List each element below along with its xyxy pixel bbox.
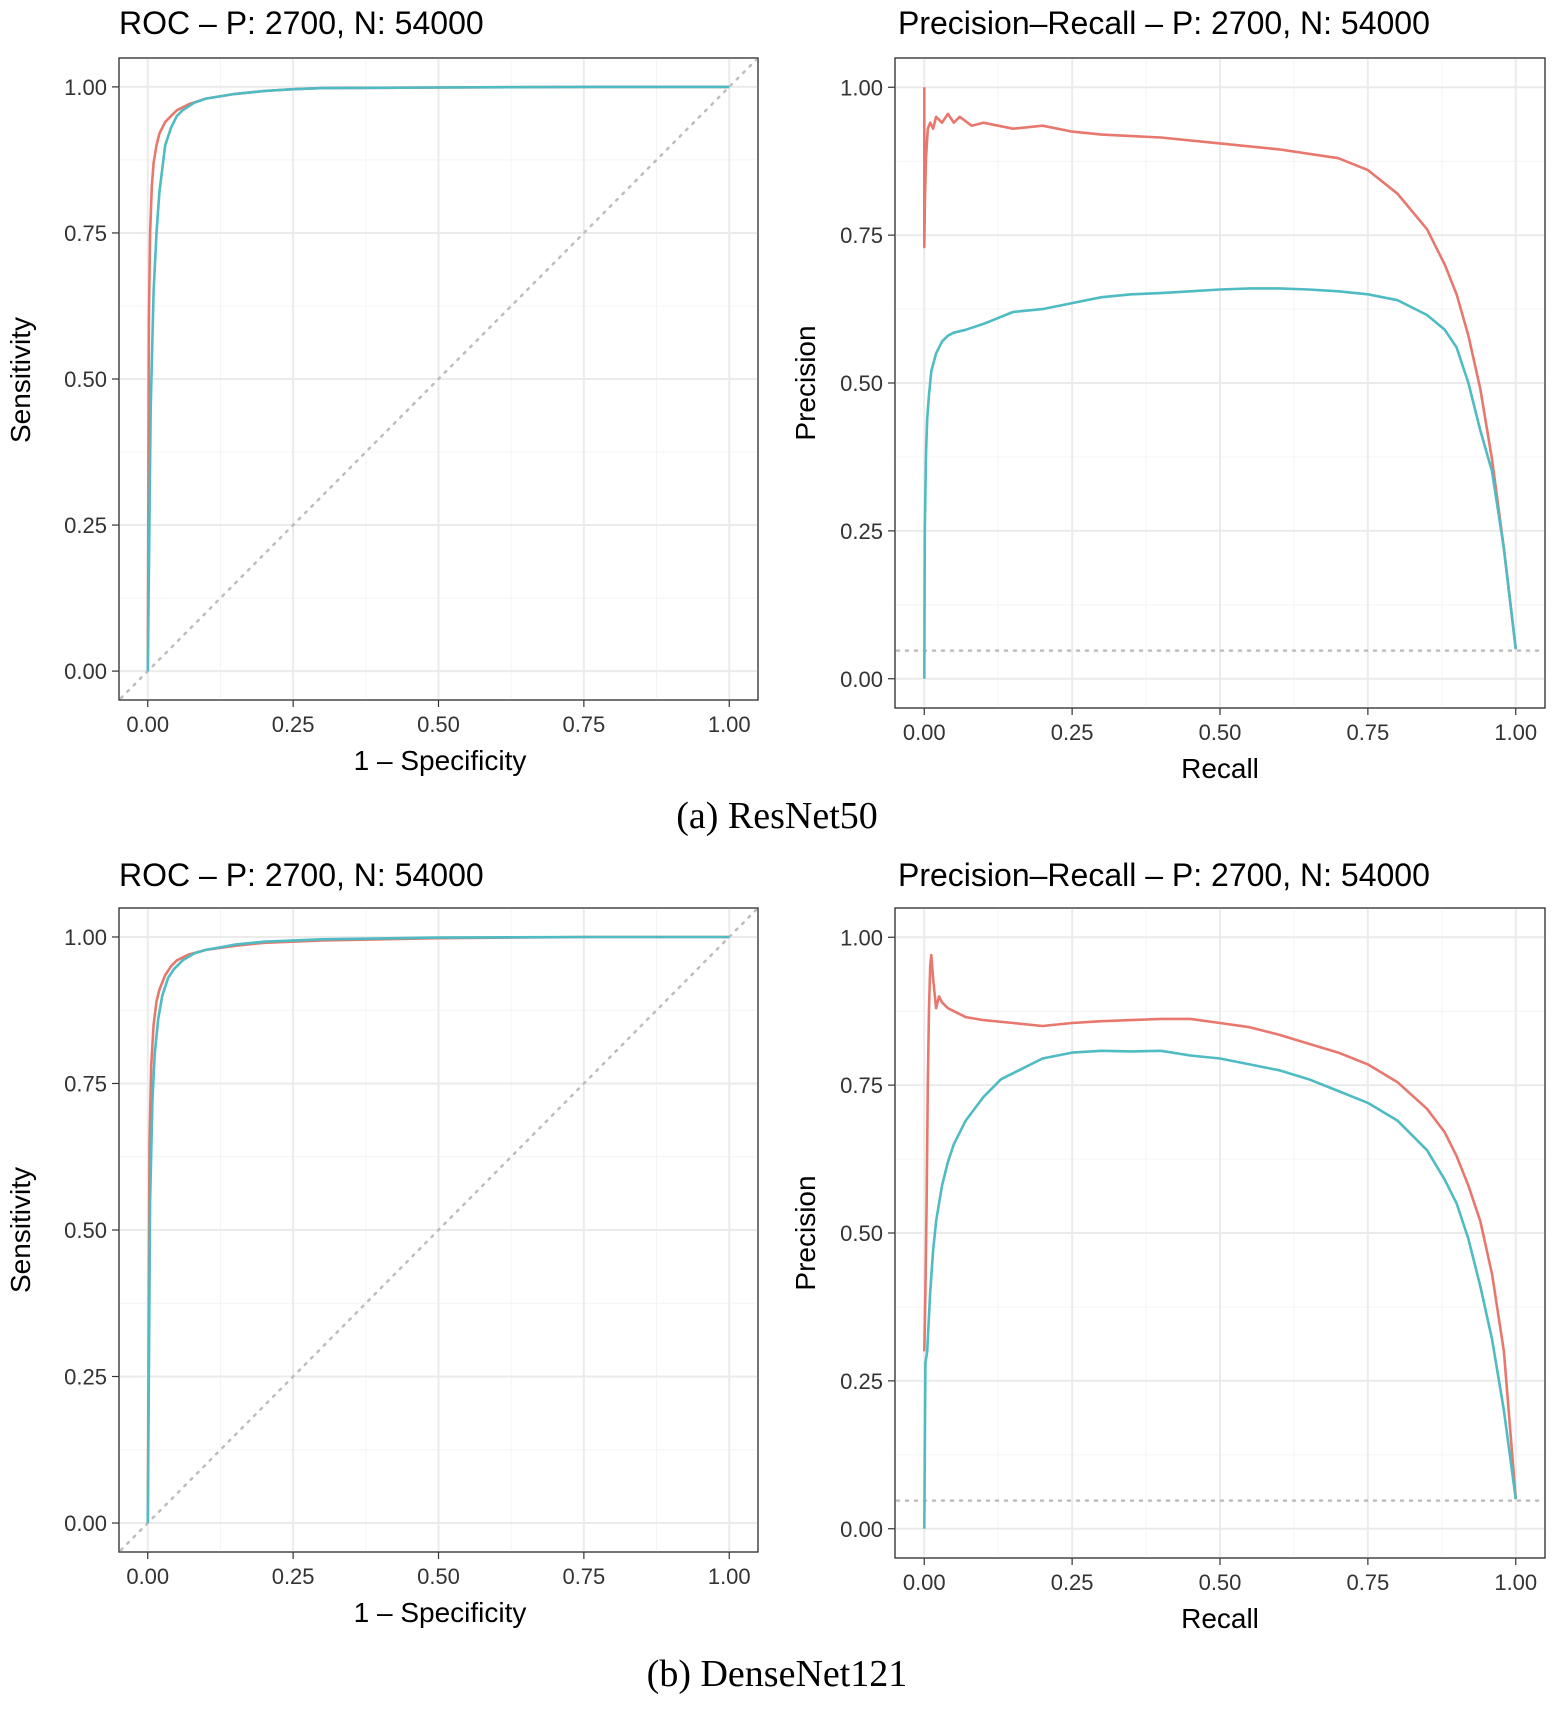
plot-border: [118, 907, 759, 1553]
caption-a: (a) ResNet50: [676, 795, 878, 837]
x-tick-label: 0.25: [272, 1564, 315, 1589]
y-tick-label: 0.50: [64, 367, 107, 392]
x-tick-label: 0.25: [272, 712, 315, 737]
x-tick-label: 0.50: [417, 1564, 460, 1589]
series-line-2: [146, 85, 730, 672]
series-line-2: [146, 935, 730, 1524]
chart-panel-2: 0.00 0.25 0.50 0.75 1.00 0.00 0.25 0.50 0.75 1.00…: [790, 5, 1546, 784]
y-tick-label: 0.00: [840, 667, 883, 692]
y-tick-label: 0.75: [64, 1071, 107, 1096]
y-tick-label: 0.25: [840, 519, 883, 544]
chart-panel-4: 0.00 0.25 0.50 0.75 1.00 0.00 0.25 0.50 0.75 1.00…: [790, 857, 1546, 1634]
x-tick-label: 0.50: [1199, 720, 1242, 745]
x-tick-label: 0.75: [562, 1564, 605, 1589]
y-axis-label: Sensitivity: [5, 1167, 36, 1293]
x-tick-label: 0.00: [903, 720, 946, 745]
x-tick-label: 0.75: [1346, 720, 1389, 745]
x-axis-label: 1 – Specificity: [354, 745, 527, 776]
chart-panel-1: 0.00 0.25 0.50 0.75 1.00 0.00 0.25 0.50 0.75 1.00…: [5, 5, 759, 776]
x-tick-label: 0.50: [1199, 1570, 1242, 1595]
chart-title: ROC – P: 2700, N: 54000: [119, 5, 484, 41]
x-tick-label: 0.00: [126, 712, 169, 737]
y-tick-label: 1.00: [64, 925, 107, 950]
x-tick-label: 0.00: [126, 1564, 169, 1589]
diagonal-reference-line: [119, 908, 758, 1552]
x-tick-label: 0.25: [1051, 1570, 1094, 1595]
y-tick-label: 0.50: [840, 1221, 883, 1246]
y-tick-label: 1.00: [64, 75, 107, 100]
y-tick-label: 1.00: [840, 925, 883, 950]
series-line-2: [923, 287, 1518, 679]
y-axis-label: Precision: [790, 325, 821, 440]
y-tick-label: 0.25: [840, 1369, 883, 1394]
y-tick-label: 0.75: [840, 223, 883, 248]
x-tick-label: 1.00: [1494, 1570, 1537, 1595]
y-tick-label: 0.25: [64, 513, 107, 538]
y-tick-label: 0.25: [64, 1365, 107, 1390]
x-tick-label: 1.00: [708, 712, 751, 737]
chart-title: Precision–Recall – P: 2700, N: 54000: [898, 5, 1430, 41]
x-tick-label: 1.00: [1494, 720, 1537, 745]
series-line-1: [923, 953, 1518, 1500]
diagonal-reference-line: [119, 58, 758, 700]
x-axis-label: Recall: [1181, 753, 1259, 784]
y-tick-label: 0.00: [64, 1511, 107, 1536]
chart-title: Precision–Recall – P: 2700, N: 54000: [898, 857, 1430, 893]
y-tick-label: 0.00: [64, 659, 107, 684]
x-tick-label: 0.75: [1346, 1570, 1389, 1595]
chart-panel-3: 0.00 0.25 0.50 0.75 1.00 0.00 0.25 0.50 0.75 1.00…: [5, 857, 759, 1628]
x-tick-label: 0.00: [903, 1570, 946, 1595]
y-axis-label: Sensitivity: [5, 317, 36, 443]
plot-border: [894, 57, 1546, 709]
series-line-2: [923, 1049, 1518, 1529]
y-tick-label: 0.50: [840, 371, 883, 396]
y-axis-label: Precision: [790, 1175, 821, 1290]
series-line-1: [923, 87, 1518, 650]
chart-title: ROC – P: 2700, N: 54000: [119, 857, 484, 893]
x-tick-label: 0.25: [1051, 720, 1094, 745]
y-tick-label: 0.75: [840, 1073, 883, 1098]
y-tick-label: 0.00: [840, 1517, 883, 1542]
x-tick-label: 0.75: [562, 712, 605, 737]
caption-b: (b) DenseNet121: [647, 1653, 908, 1695]
x-tick-label: 0.50: [417, 712, 460, 737]
plot-border: [894, 907, 1546, 1559]
y-tick-label: 0.50: [64, 1218, 107, 1243]
x-axis-label: 1 – Specificity: [354, 1597, 527, 1628]
y-tick-label: 0.75: [64, 221, 107, 246]
y-tick-label: 1.00: [840, 75, 883, 100]
plot-border: [118, 57, 759, 701]
x-tick-label: 1.00: [708, 1564, 751, 1589]
x-axis-label: Recall: [1181, 1603, 1259, 1634]
